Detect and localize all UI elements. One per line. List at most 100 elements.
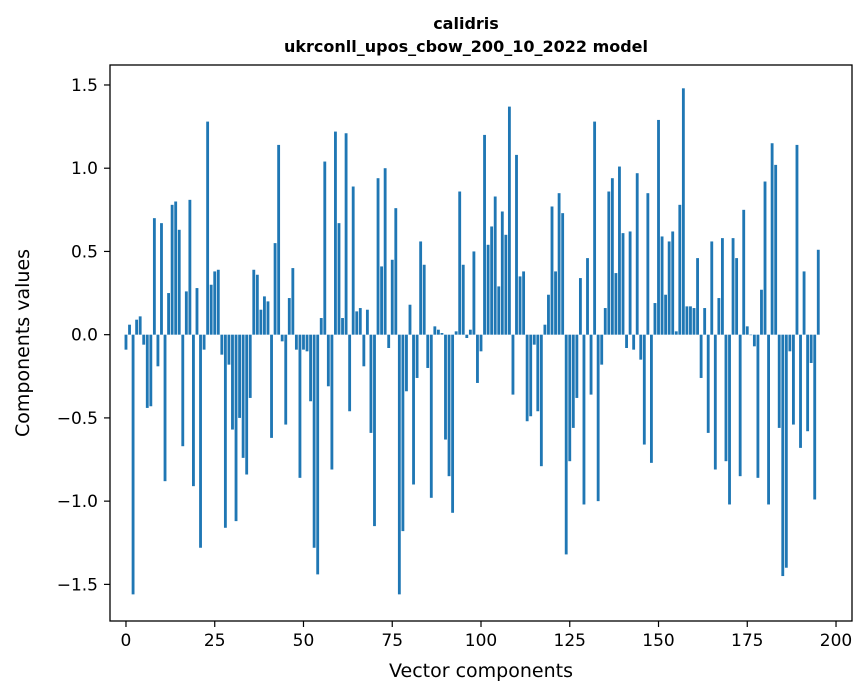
bar <box>394 208 398 335</box>
bar <box>586 258 589 335</box>
bar <box>497 286 501 335</box>
bar <box>128 324 131 335</box>
bar <box>671 231 675 335</box>
bar <box>593 121 597 335</box>
bar <box>206 121 210 335</box>
bar <box>490 226 494 335</box>
bar <box>724 334 728 462</box>
bar <box>628 231 632 335</box>
bar <box>277 144 281 335</box>
bar <box>717 298 721 335</box>
bar <box>625 334 628 348</box>
bar <box>720 238 724 335</box>
bar <box>664 294 668 335</box>
bar <box>472 251 476 335</box>
bar <box>348 334 352 412</box>
bar <box>525 334 529 422</box>
bar <box>220 334 224 355</box>
bar <box>192 334 195 487</box>
bar <box>184 291 188 335</box>
bar <box>365 309 369 335</box>
bar <box>653 303 657 335</box>
bar <box>575 334 579 398</box>
bar <box>436 329 440 335</box>
bar <box>160 223 163 335</box>
bar <box>618 166 621 335</box>
bar <box>468 329 472 335</box>
bar <box>397 334 401 595</box>
bar <box>543 324 547 335</box>
x-tick-label: 0 <box>121 631 132 651</box>
bar <box>273 243 277 335</box>
bar <box>493 196 497 335</box>
y-tick-label: 1.0 <box>71 159 98 179</box>
bar <box>557 193 561 335</box>
bar <box>461 264 465 335</box>
bar <box>298 334 302 478</box>
bar <box>713 334 717 470</box>
bar <box>582 334 586 505</box>
bar <box>806 334 810 432</box>
bar <box>255 274 259 335</box>
y-tick-label: 1.5 <box>71 76 98 96</box>
bar <box>152 218 156 335</box>
bar <box>305 334 309 352</box>
bar <box>483 134 486 335</box>
bar <box>344 133 348 335</box>
bar <box>784 334 788 568</box>
y-tick-label: 0.0 <box>71 326 98 346</box>
y-tick-label: −1.5 <box>57 575 98 595</box>
bar <box>809 334 813 363</box>
bar <box>777 334 781 428</box>
bar <box>511 334 515 395</box>
bar <box>341 318 344 335</box>
bar <box>440 333 444 335</box>
bar <box>465 334 469 339</box>
bar <box>259 309 263 335</box>
bar <box>589 334 593 395</box>
bar <box>689 306 692 335</box>
bar <box>550 206 554 335</box>
chart-title: calidris <box>433 14 499 33</box>
bar <box>444 334 447 440</box>
bar <box>181 334 185 447</box>
bar <box>170 204 174 335</box>
bar <box>635 173 639 335</box>
bar <box>433 326 437 335</box>
bar <box>266 301 270 335</box>
bar <box>816 249 820 335</box>
bar <box>518 276 522 335</box>
bar <box>703 308 707 335</box>
bar <box>610 178 614 335</box>
bar <box>362 334 366 367</box>
bar <box>699 334 703 378</box>
bar <box>390 259 394 335</box>
bar <box>504 234 508 335</box>
bar <box>263 296 266 335</box>
bar <box>231 334 234 430</box>
bar <box>355 311 359 335</box>
bar <box>774 164 778 335</box>
bar <box>479 334 483 352</box>
y-tick-label: −1.0 <box>57 492 98 512</box>
bar <box>735 258 739 335</box>
bar <box>177 229 181 335</box>
bar <box>174 201 178 335</box>
bar <box>745 326 749 335</box>
bar <box>245 334 249 475</box>
bar <box>621 233 625 335</box>
y-axis-label: Components values <box>12 249 34 437</box>
bar <box>287 298 291 335</box>
bar <box>600 334 604 365</box>
bar <box>554 271 557 335</box>
chart-subtitle: ukrconll_upos_cbow_200_10_2022 model <box>284 37 648 56</box>
bar <box>334 131 337 335</box>
x-tick-label: 200 <box>820 631 852 651</box>
bar <box>202 334 206 350</box>
bar <box>284 334 288 425</box>
bar <box>408 304 412 335</box>
bar <box>685 306 689 335</box>
bar <box>561 213 565 335</box>
bar <box>792 334 795 425</box>
